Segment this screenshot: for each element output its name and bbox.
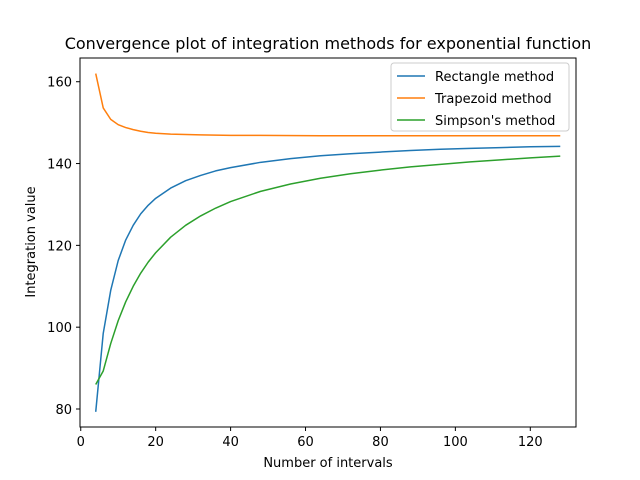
y-tick-label: 100 (47, 321, 72, 336)
legend: Rectangle method Trapezoid method Simpson'… (390, 62, 570, 132)
y-tick-label: 80 (55, 403, 72, 418)
x-tick-label: 100 (443, 435, 468, 450)
x-tick-label: 60 (297, 435, 314, 450)
legend-label-0: Rectangle method (435, 70, 554, 85)
legend-label-2: Simpson's method (435, 114, 555, 129)
legend-label-1: Trapezoid method (434, 92, 552, 107)
y-axis-ticks: 80 100 120 140 160 (47, 76, 80, 418)
chart-title: Convergence plot of integration methods … (65, 34, 592, 53)
series-line-1 (94, 73, 561, 137)
x-tick-label: 80 (372, 435, 389, 450)
y-tick-label: 120 (47, 239, 72, 254)
x-tick-label: 40 (222, 435, 239, 450)
legend-box (390, 62, 570, 132)
plot-lines (94, 73, 561, 412)
series-line-0 (94, 145, 561, 412)
y-tick-label: 160 (47, 76, 72, 91)
plot-frame (79, 57, 577, 428)
y-tick-label: 140 (47, 158, 72, 173)
series-line-2 (95, 155, 561, 385)
x-tick-label: 20 (147, 435, 164, 450)
x-axis-ticks: 0 20 40 60 80 100 120 (77, 427, 543, 450)
x-axis-label: Number of intervals (263, 456, 393, 471)
x-tick-label: 0 (77, 435, 85, 450)
y-axis-label: Integration value (24, 186, 39, 297)
x-tick-label: 120 (518, 435, 543, 450)
